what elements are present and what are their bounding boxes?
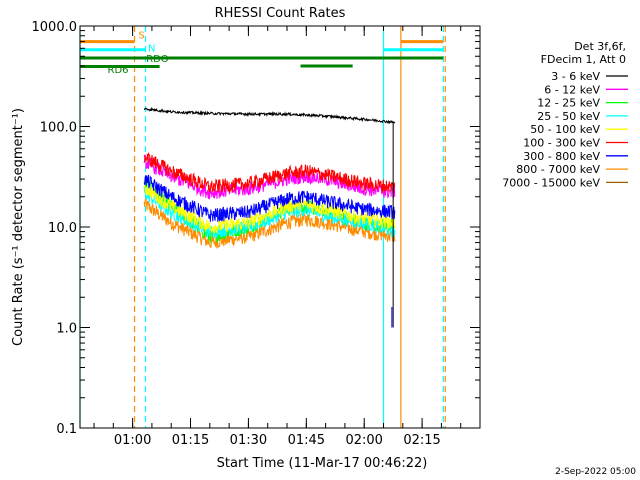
rdo-label: RDO [146, 54, 169, 65]
saa-label: S [138, 31, 144, 42]
legend-entry-label: 300 - 800 keV [523, 150, 600, 163]
y-tick-label: 1000.0 [32, 20, 78, 35]
y-axis: 0.1 1.0 10.0 100.0 1000.0 [32, 20, 480, 437]
legend-entry-label: 12 - 25 keV [537, 97, 600, 110]
x-tick-label: 02:15 [403, 433, 440, 448]
legend-entry-label: 800 - 7000 keV [516, 163, 600, 176]
y-tick-label: 0.1 [56, 422, 77, 437]
x-axis: 01:00 01:15 01:30 01:45 02:00 02:15 [93, 26, 481, 448]
legend-entry-label: 100 - 300 keV [523, 137, 600, 150]
x-tick-label: 01:00 [114, 433, 151, 448]
series-line [143, 174, 396, 223]
timestamp-label: 2-Sep-2022 05:00 [555, 467, 636, 477]
y-tick-label: 1.0 [56, 322, 77, 337]
x-tick-label: 01:45 [288, 433, 325, 448]
legend-entry-label: 50 - 100 keV [530, 123, 600, 136]
chart-title: RHESSI Count Rates [215, 6, 346, 21]
night-label: N [148, 43, 155, 54]
y-tick-label: 10.0 [48, 221, 77, 236]
legend-entry-label: 3 - 6 keV [551, 70, 600, 83]
y-tick-label: 100.0 [40, 121, 77, 136]
series-line [143, 180, 396, 234]
y-axis-label: Count Rate (s⁻¹ detector segment⁻¹) [11, 108, 26, 346]
x-tick-label: 01:15 [172, 433, 209, 448]
time-interval-markers [79, 26, 446, 428]
series-line [143, 106, 396, 125]
legend-entry-label: 6 - 12 keV [544, 83, 600, 96]
series-line [143, 151, 396, 193]
rd6-label: RD6 [108, 65, 129, 76]
legend-entry-label: 7000 - 15000 keV [502, 176, 600, 189]
x-tick-label: 02:00 [345, 433, 382, 448]
x-axis-label: Start Time (11-Mar-17 00:46:22) [217, 456, 428, 471]
x-tick-label: 01:30 [230, 433, 267, 448]
legend-header: FDecim 1, Att 0 [541, 53, 626, 66]
legend-entry-label: 25 - 50 keV [537, 110, 600, 123]
series-layer [143, 106, 396, 328]
legend-header: Det 3f,6f, [574, 40, 626, 53]
